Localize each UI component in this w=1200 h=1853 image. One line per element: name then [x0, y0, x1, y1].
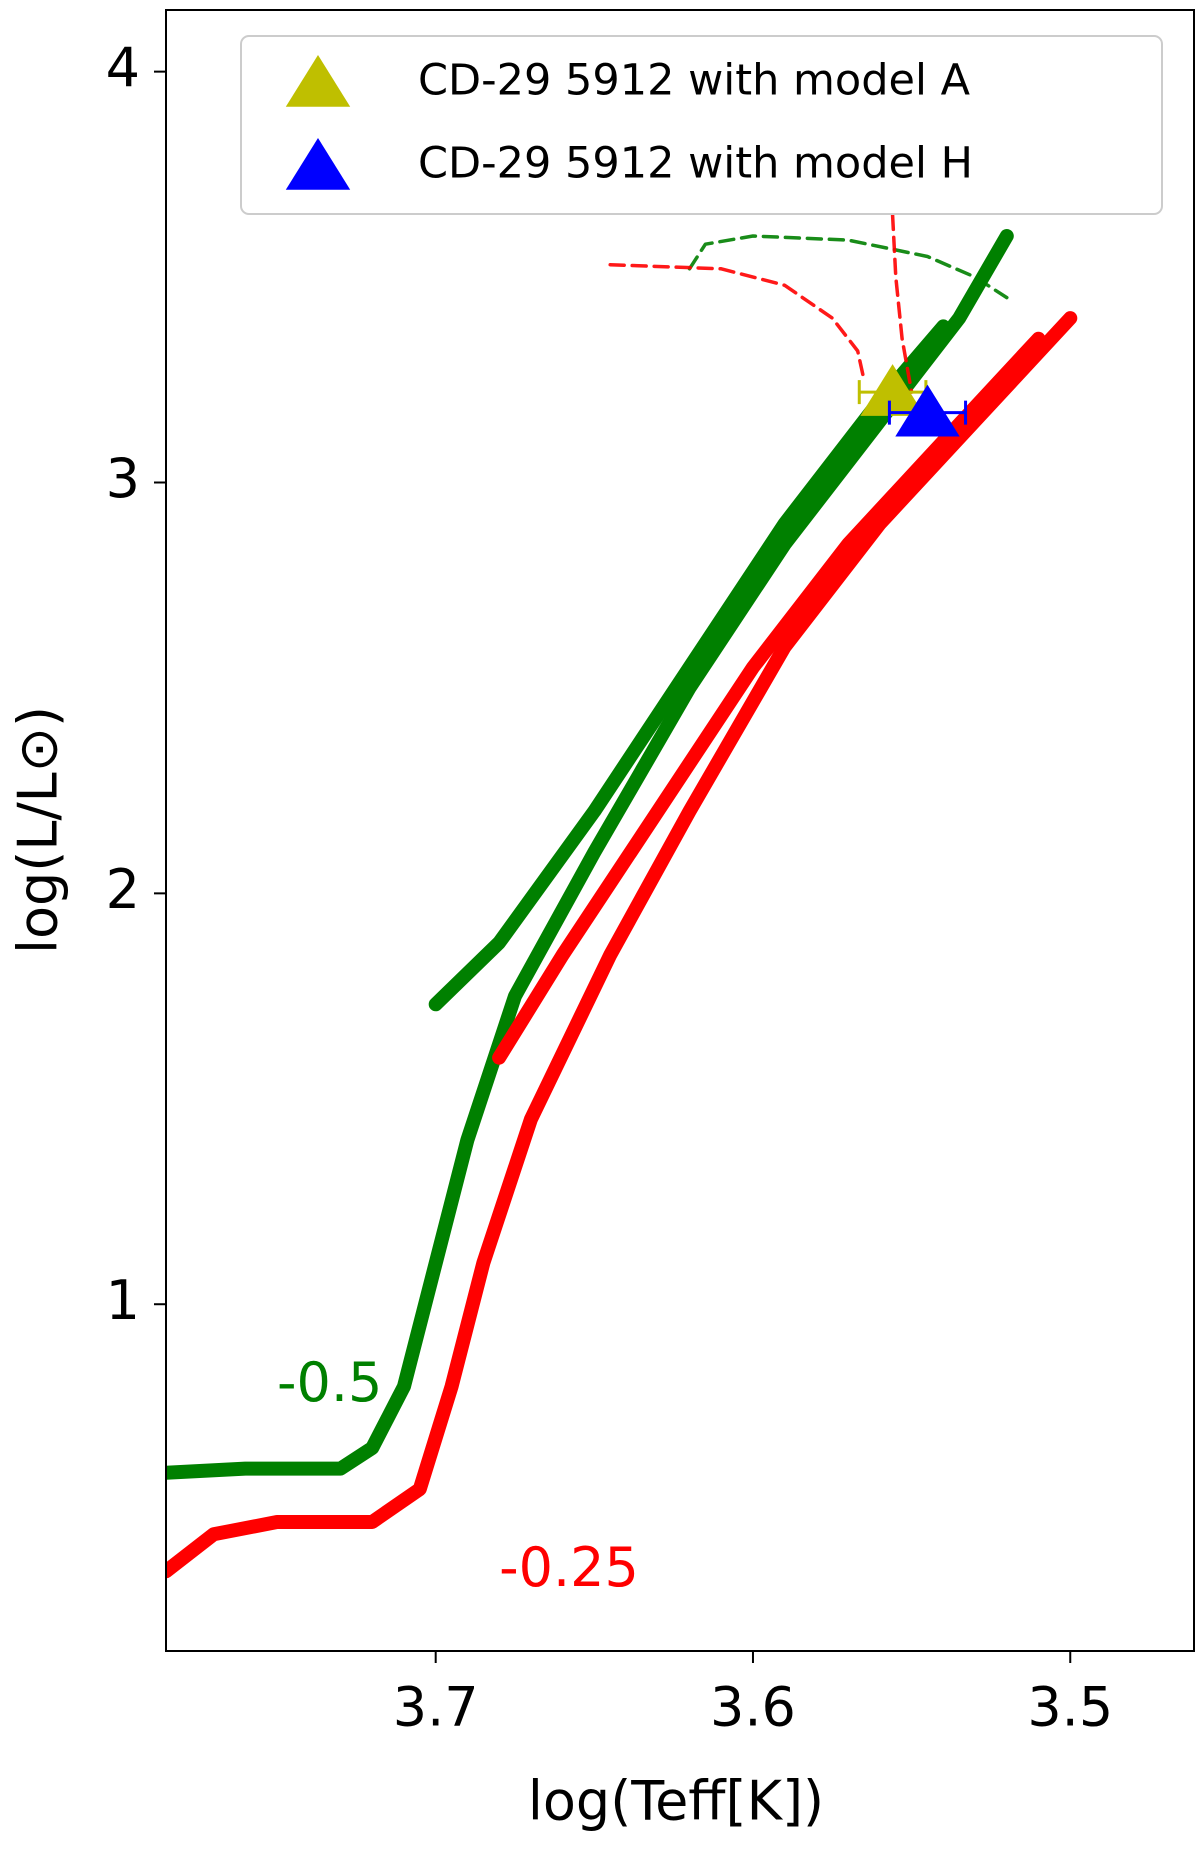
track: [428, 319, 951, 1012]
legend-marker: [285, 138, 351, 190]
track: [166, 311, 1078, 1579]
y-tick-label: 2: [106, 858, 140, 921]
legend-label: CD-29 5912 with model H: [418, 139, 973, 189]
x-tick-label: 3.5: [1027, 1676, 1113, 1739]
dashed-track: [608, 262, 866, 382]
y-tick-label: 3: [106, 447, 140, 510]
star-marker: [895, 384, 960, 437]
legend-box: [240, 35, 1163, 215]
dashed-track: [890, 213, 914, 394]
y-tick-label: 1: [106, 1269, 140, 1332]
track: [492, 331, 1046, 1065]
star-marker: [860, 364, 925, 416]
annotation: -0.5: [277, 1351, 382, 1414]
legend-marker: [285, 55, 351, 107]
legend-label: CD-29 5912 with model A: [418, 56, 971, 106]
dashed-track: [687, 234, 1009, 300]
plot-frame: [165, 9, 1195, 1652]
x-tick-label: 3.7: [393, 1676, 479, 1739]
track: [166, 229, 1014, 1480]
y-tick-label: 4: [106, 36, 140, 99]
y-axis-label: log(L/L⊙): [7, 706, 70, 954]
x-tick-label: 3.6: [710, 1676, 796, 1739]
annotation: -0.25: [499, 1536, 639, 1599]
x-axis-label: log(Teff[K]): [528, 1770, 824, 1833]
